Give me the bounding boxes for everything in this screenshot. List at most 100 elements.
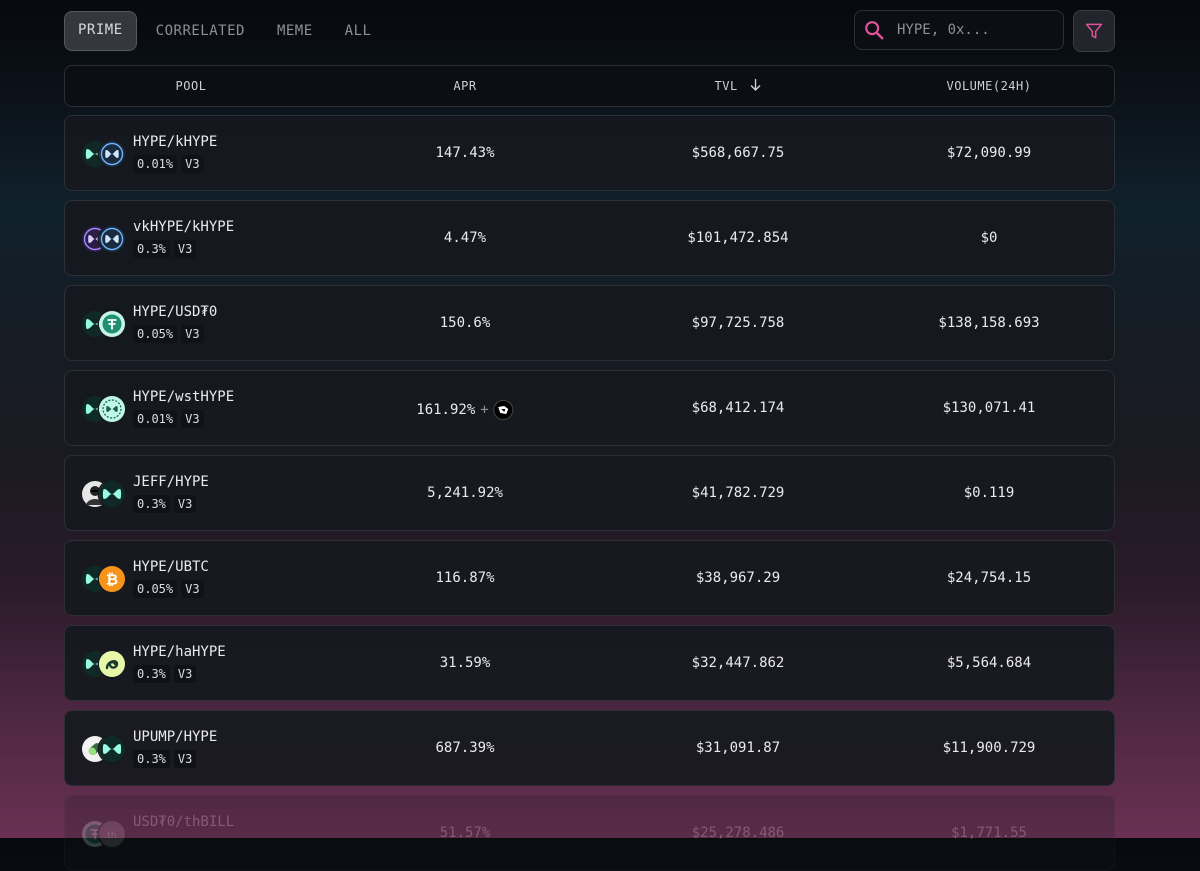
pool-badges: 0.3% V3: [133, 665, 197, 683]
tvl-value: $97,725.758: [691, 315, 785, 331]
tvl-value: $41,782.729: [691, 485, 785, 501]
tab-prime[interactable]: PRIME: [64, 11, 137, 51]
pair-token-icons: [82, 481, 126, 507]
apr-value: 687.39%: [435, 740, 494, 756]
filter-icon: [1085, 23, 1103, 39]
tvl-value: $568,667.75: [691, 145, 785, 161]
version-badge: V3: [173, 665, 197, 683]
fee-badge: 0.05%: [133, 325, 178, 343]
pool-badges: 0.3% V3: [133, 750, 197, 768]
search-box[interactable]: [854, 10, 1064, 50]
fee-badge: 0.3%: [133, 750, 170, 768]
pool-row[interactable]: HYPE/wstHYPE 0.01% V3 161.92% + $68,412.174 $1…: [64, 370, 1115, 446]
pool-row[interactable]: HYPE/kHYPE 0.01% V3 147.43% $568,667.75 $72,0…: [64, 115, 1115, 191]
pool-row[interactable]: UPUMP/HYPE 0.3% V3 687.39% $31,091.87 $11,900…: [64, 710, 1115, 786]
fee-badge: 0.3%: [133, 495, 170, 513]
fee-badge: 0.3%: [133, 665, 170, 683]
fee-badge: 0.3%: [133, 240, 170, 258]
pair-token-icons: [82, 651, 126, 677]
column-tvl[interactable]: TVL: [715, 66, 762, 106]
volume-value: $0: [980, 230, 998, 246]
column-tvl-label: TVL: [714, 79, 738, 93]
volume-value: $24,754.15: [946, 570, 1032, 586]
apr-value: 4.47%: [444, 230, 486, 246]
svg-text:₿: ₿: [106, 571, 118, 589]
pair-token-icons: [82, 396, 126, 422]
version-badge: V3: [173, 750, 197, 768]
apr-text: 51.57%: [439, 825, 491, 841]
pair-token-icons: ₿: [82, 566, 126, 592]
column-volume[interactable]: VOLUME(24H): [946, 79, 1032, 93]
pool-row[interactable]: vkHYPE/kHYPE 0.3% V3 4.47% $101,472.854 $0: [64, 200, 1115, 276]
pool-name: HYPE/UBTC: [133, 559, 209, 575]
pool-badges: 0.3% V3: [133, 240, 197, 258]
tvl-value: $68,412.174: [691, 400, 785, 416]
tab-meme[interactable]: MEME: [276, 23, 313, 39]
plus-sign: +: [480, 402, 489, 418]
apr-value: 116.87%: [435, 570, 494, 586]
search-input[interactable]: [895, 21, 1049, 39]
pool-category-tabs: PRIME CORRELATED MEME ALL: [64, 11, 390, 51]
apr-text: 116.87%: [435, 570, 495, 586]
tvl-value: $25,278.486: [691, 825, 785, 841]
pool-name: HYPE/USD₮0: [133, 304, 218, 320]
apr-value: 161.92% +: [416, 400, 514, 420]
volume-value: $1,771.55: [951, 825, 1027, 841]
hype-token-icon: [99, 481, 125, 507]
volume-value: $0.119: [963, 485, 1015, 501]
pool-badges: 0.3% V3: [133, 495, 197, 513]
ubtc-token-icon: ₿: [99, 566, 125, 592]
tab-correlated[interactable]: CORRELATED: [155, 23, 245, 39]
khype-token-icon: [99, 141, 125, 167]
apr-text: 161.92%: [416, 402, 476, 418]
apr-text: 31.59%: [439, 655, 491, 671]
version-badge: V3: [181, 410, 204, 428]
usdt0-token-icon: [99, 311, 125, 337]
pool-row[interactable]: JEFF/HYPE 0.3% V3 5,241.92% $41,782.729 $0.11…: [64, 455, 1115, 531]
pool-row[interactable]: HYPE/haHYPE 0.3% V3 31.59% $32,447.862 $5,564…: [64, 625, 1115, 701]
apr-text: 150.6%: [439, 315, 491, 331]
version-badge: V3: [181, 580, 204, 598]
filter-button[interactable]: [1073, 10, 1115, 52]
version-badge: V3: [173, 495, 197, 513]
pool-name: USD₮0/thBILL: [133, 814, 235, 830]
pair-token-icons: th: [82, 821, 126, 847]
apr-value: 51.57%: [440, 825, 491, 841]
pair-token-icons: [82, 311, 126, 337]
column-apr[interactable]: APR: [453, 79, 477, 93]
volume-value: $130,071.41: [942, 400, 1036, 416]
apr-text: 5,241.92%: [427, 485, 503, 501]
pool-name: JEFF/HYPE: [133, 474, 209, 490]
apr-value: 147.43%: [435, 145, 494, 161]
pool-name: HYPE/haHYPE: [133, 644, 226, 660]
pool-badges: 0.01% V3: [133, 410, 204, 428]
volume-value: $11,900.729: [942, 740, 1036, 756]
apr-text: 4.47%: [443, 230, 487, 246]
version-badge: V3: [173, 240, 197, 258]
hahype-token-icon: [99, 651, 125, 677]
apr-text: 687.39%: [435, 740, 495, 756]
tvl-value: $38,967.29: [695, 570, 781, 586]
pool-row[interactable]: ₿ HYPE/UBTC 0.05% V3 116.87% $38,967.29 $24,75…: [64, 540, 1115, 616]
pool-name: UPUMP/HYPE: [133, 729, 218, 745]
fee-badge: 0.01%: [133, 410, 178, 428]
fee-badge: 0.05%: [133, 580, 178, 598]
tvl-value: $31,091.87: [695, 740, 781, 756]
thbill-token-icon: th: [99, 821, 125, 847]
svg-text:th: th: [107, 831, 116, 841]
pool-name: vkHYPE/kHYPE: [133, 219, 235, 235]
pool-badges: 0.01% V3: [133, 155, 204, 173]
pair-token-icons: [82, 736, 126, 762]
column-pool[interactable]: POOL: [175, 79, 207, 93]
apr-value: 5,241.92%: [427, 485, 503, 501]
pool-row[interactable]: HYPE/USD₮0 0.05% V3 150.6% $97,725.758 $138,1…: [64, 285, 1115, 361]
pair-token-icons: [82, 141, 126, 167]
pool-row[interactable]: th USD₮0/thBILL 51.57% $25,278.486 $1,771.55: [64, 795, 1115, 871]
tab-all[interactable]: ALL: [344, 23, 372, 39]
volume-value: $72,090.99: [946, 145, 1032, 161]
apr-value: 31.59%: [440, 655, 491, 671]
search-icon: [865, 21, 884, 40]
volume-value: $138,158.693: [938, 315, 1040, 331]
pool-name: HYPE/wstHYPE: [133, 389, 235, 405]
reward-token-icon: [493, 400, 514, 420]
